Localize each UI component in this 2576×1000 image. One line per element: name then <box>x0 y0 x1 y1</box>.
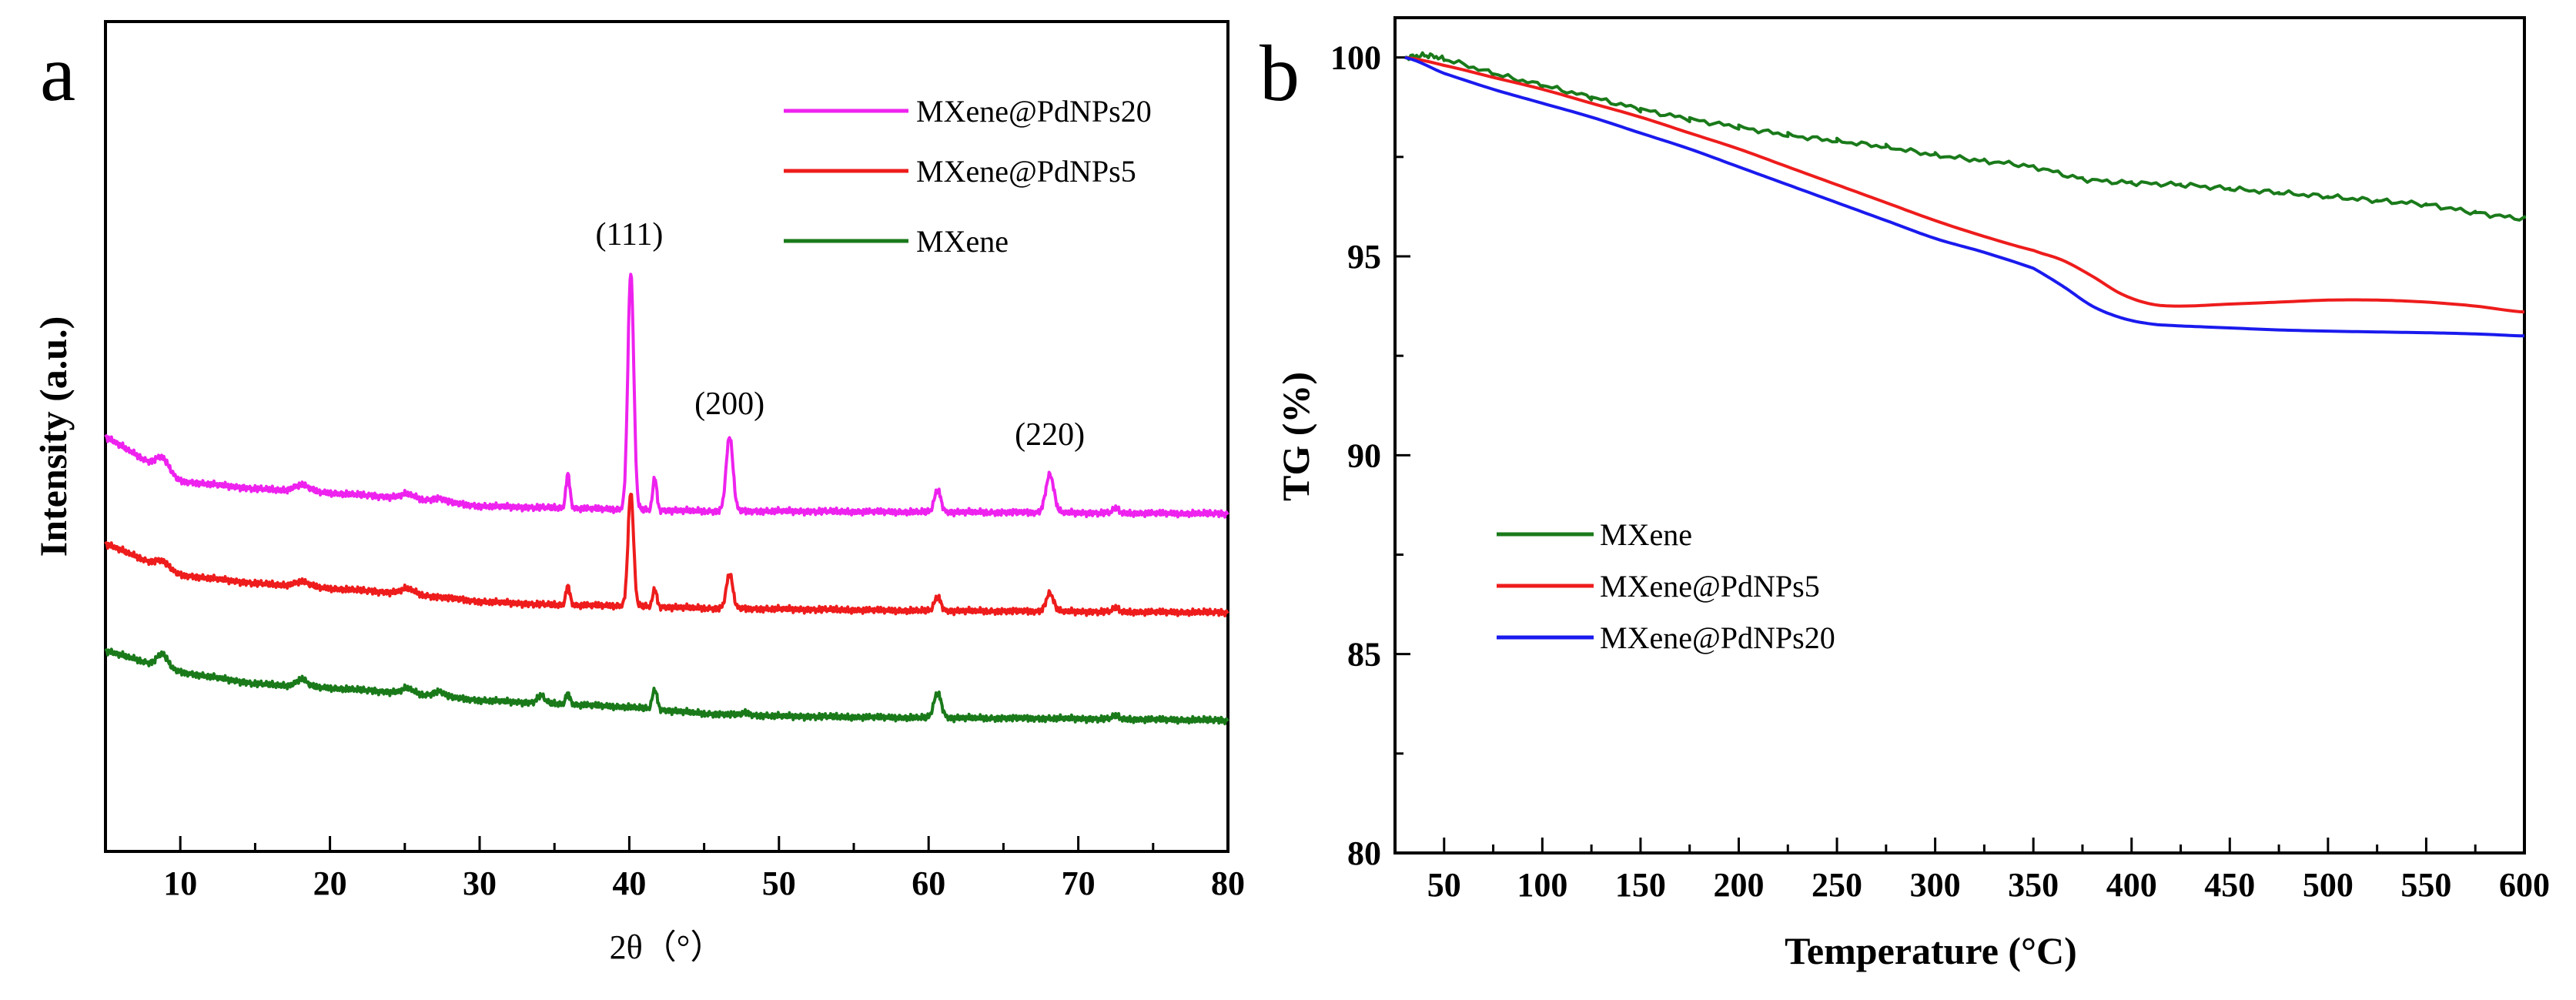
tg-x-tick-label: 500 <box>2303 866 2354 904</box>
tg-series-group <box>1404 51 2526 338</box>
tg-panel: b 50 100 150 200 250 300 350 400 450 500 550 600 80 8… <box>1260 16 2550 972</box>
tg-axes: 50 100 150 200 250 300 350 400 450 500 550 600 80 85 9… <box>1330 39 2550 904</box>
xrd-legend-label-mxene: MXene <box>916 224 1009 259</box>
xrd-panel: a 10 20 30 40 50 60 70 80 (111) (200) (220) MXene… <box>32 20 1245 966</box>
tg-legend: MXene MXene@PdNPs5 MXene@PdNPs20 <box>1497 517 1835 655</box>
tg-plot-frame <box>1393 16 2526 855</box>
panel-label-a: a <box>40 29 75 118</box>
xrd-x-tick-label: 40 <box>612 865 646 902</box>
tg-series-mxene <box>1404 51 2526 222</box>
xrd-x-tick-label: 80 <box>1211 865 1245 902</box>
tg-x-tick-label: 50 <box>1427 866 1461 904</box>
tg-x-tick-label: 450 <box>2204 866 2255 904</box>
xrd-x-tick-label: 30 <box>463 865 497 902</box>
tg-x-tick-label: 200 <box>1713 866 1764 904</box>
tg-series-mxene-pdnps5 <box>1404 55 2525 314</box>
xrd-series-mxene-pdnps20 <box>104 273 1229 519</box>
tg-x-tick-label: 600 <box>2499 866 2550 904</box>
xrd-x-tick-label: 10 <box>163 865 197 902</box>
xrd-legend-label-mxene-pdnps20: MXene@PdNPs20 <box>916 94 1152 129</box>
xrd-x-tick-label: 50 <box>762 865 796 902</box>
xrd-series-group <box>104 273 1229 726</box>
tg-legend-label-mxene-pdnps20: MXene@PdNPs20 <box>1600 620 1835 655</box>
xrd-peak-annotation: (220) <box>1015 417 1085 453</box>
tg-y-tick-label: 90 <box>1347 436 1381 474</box>
xrd-x-axis: 10 20 30 40 50 60 70 80 <box>104 836 1245 902</box>
xrd-legend: MXene@PdNPs20 MXene@PdNPs5 MXene <box>784 94 1152 259</box>
tg-legend-label-mxene: MXene <box>1600 517 1692 552</box>
tg-series-mxene-pdnps20 <box>1404 55 2525 338</box>
xrd-legend-label-mxene-pdnps5: MXene@PdNPs5 <box>916 154 1136 189</box>
tg-x-tick-label: 300 <box>1910 866 1961 904</box>
tg-x-tick-label: 150 <box>1615 866 1666 904</box>
tg-y-tick-label: 85 <box>1347 636 1381 674</box>
tg-y-axis-title: TG (%) <box>1274 372 1317 501</box>
tg-y-tick-label: 95 <box>1347 238 1381 276</box>
xrd-x-tick-label: 60 <box>912 865 945 902</box>
tg-x-tick-label: 100 <box>1517 866 1567 904</box>
tg-x-tick-label: 550 <box>2400 866 2451 904</box>
xrd-peak-annotation: (111) <box>595 217 663 253</box>
xrd-peak-annotations: (111) (200) (220) <box>595 217 1085 453</box>
panel-label-b: b <box>1260 29 1300 118</box>
xrd-x-axis-title: 2θ（°） <box>610 928 724 966</box>
xrd-series-mxene <box>104 647 1229 726</box>
xrd-x-tick-label: 70 <box>1062 865 1096 902</box>
tg-x-axis-title: Temperature (°C) <box>1785 929 2077 972</box>
tg-x-tick-label: 250 <box>1812 866 1862 904</box>
xrd-x-tick-label: 20 <box>313 865 347 902</box>
xrd-y-axis-title: Intensity (a.u.) <box>32 316 75 557</box>
tg-legend-label-mxene-pdnps5: MXene@PdNPs5 <box>1600 569 1820 604</box>
xrd-peak-annotation: (200) <box>694 386 764 422</box>
tg-x-tick-label: 400 <box>2106 866 2157 904</box>
xrd-series-mxene-pdnps5 <box>104 493 1229 617</box>
tg-y-tick-label: 80 <box>1347 834 1381 872</box>
tg-y-tick-label: 100 <box>1330 39 1381 77</box>
tg-x-tick-label: 350 <box>2008 866 2059 904</box>
